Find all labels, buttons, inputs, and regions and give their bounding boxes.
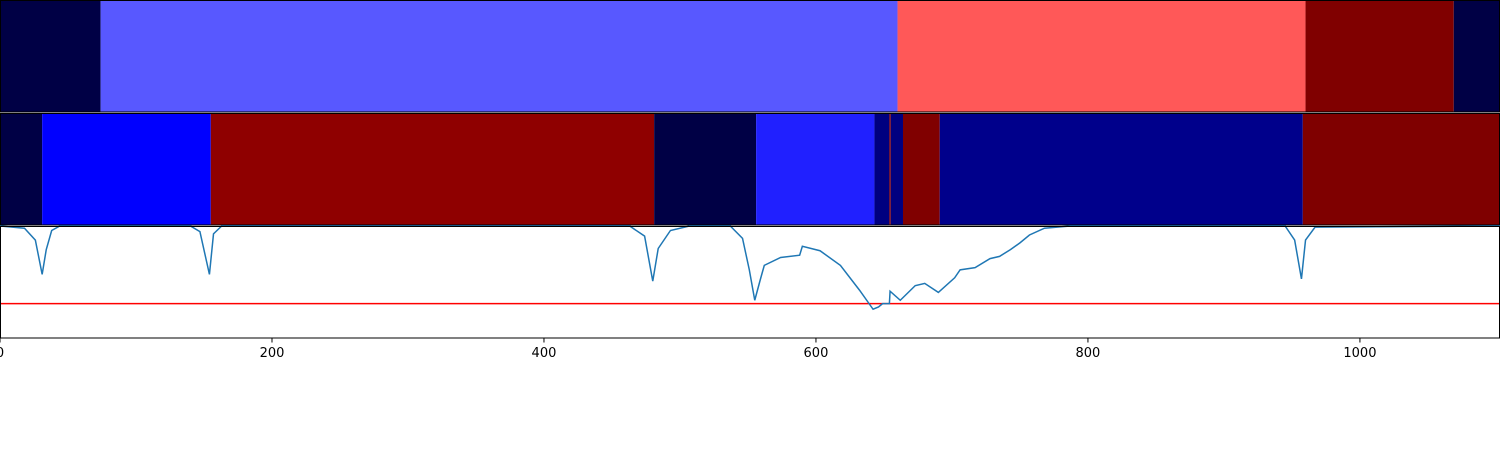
segment	[890, 113, 903, 226]
x-tick-label: 400	[532, 346, 557, 361]
segment	[889, 113, 891, 226]
segment	[1305, 0, 1454, 113]
segment	[902, 113, 940, 226]
segment	[210, 113, 655, 226]
segment	[874, 113, 890, 226]
segment	[654, 113, 757, 226]
segment	[42, 113, 211, 226]
x-tick-label: 600	[804, 346, 829, 361]
segment	[100, 0, 898, 113]
axes-frame	[0, 226, 1500, 339]
segment	[1453, 0, 1500, 113]
x-tick-label: 200	[260, 346, 285, 361]
segment	[756, 113, 875, 226]
series-line	[0, 225, 1500, 311]
x-tick-label: 0	[0, 346, 4, 361]
segment	[0, 0, 101, 113]
x-tick-label: 1000	[1343, 346, 1376, 361]
segment	[897, 0, 1306, 113]
x-tick-label: 800	[1076, 346, 1101, 361]
segment	[0, 113, 43, 226]
segment	[939, 113, 1303, 226]
segment	[1302, 113, 1500, 226]
